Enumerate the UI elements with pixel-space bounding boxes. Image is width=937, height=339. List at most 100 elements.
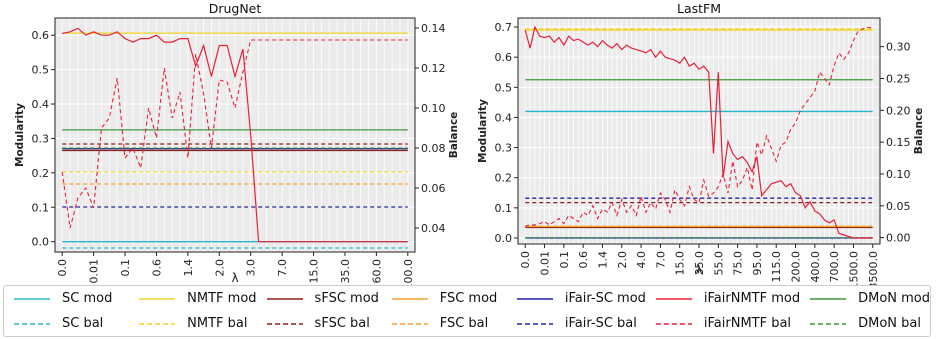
legend-label: iFair-SC bal bbox=[564, 316, 637, 331]
x-tick-label: 1.4 bbox=[182, 259, 195, 277]
legend-swatch bbox=[655, 297, 692, 300]
y-tick-label: 0.1 bbox=[495, 202, 513, 215]
x-tick-label: 0.0 bbox=[56, 259, 69, 277]
x-axis-label: λ bbox=[231, 271, 238, 285]
legend-item: sFSC bal bbox=[257, 311, 382, 336]
legend-label: NMTF bal bbox=[187, 316, 248, 331]
y-tick-label: 0.7 bbox=[495, 21, 513, 34]
legend-item: iFair-SC bal bbox=[507, 311, 646, 336]
figure: 0.0 0.1 0.2 0.3 0.4 0.5 0.6 0.04 0.06 0.08 0.10 0.1… bbox=[14, 1, 925, 285]
x-tick-label: 95.0 bbox=[751, 251, 764, 276]
x-tick-label: 200.0 bbox=[790, 251, 803, 283]
legend-item: iFair-SC mod bbox=[507, 286, 646, 311]
legend-swatch bbox=[266, 297, 303, 300]
legend-label: sFSC bal bbox=[314, 316, 370, 331]
legend-item: iFairNMTF bal bbox=[646, 311, 800, 336]
legend-label: iFairNMTF bal bbox=[703, 316, 792, 331]
x-tick-label: 3500.0 bbox=[867, 251, 880, 285]
y2-tick-label: 0.10 bbox=[421, 102, 446, 115]
y-tick-label: 0.4 bbox=[495, 111, 513, 124]
x-tick-label: 0.01 bbox=[88, 259, 101, 284]
y2-axis-label: Balance bbox=[913, 108, 925, 155]
y-tick-label: 0.2 bbox=[495, 172, 513, 185]
x-tick-label: 0.6 bbox=[151, 259, 164, 277]
x-tick-label: 1500.0 bbox=[848, 251, 861, 285]
legend-swatch bbox=[516, 322, 553, 325]
x-axis-label: λ bbox=[695, 263, 702, 277]
legend-item: sFSC mod bbox=[257, 286, 382, 311]
x-tick-label: 7.0 bbox=[654, 251, 667, 269]
y-tick-label: 0.2 bbox=[32, 167, 50, 180]
legend-swatch bbox=[810, 297, 847, 300]
y-axis-label: Modularity bbox=[477, 99, 489, 163]
legend-item: SC bal bbox=[4, 311, 129, 336]
legend-swatch bbox=[655, 322, 692, 325]
x-tick-label: 0.6 bbox=[577, 251, 590, 269]
series-ifairnmtf-mod bbox=[524, 25, 873, 239]
chart-0: 0.0 0.1 0.2 0.3 0.4 0.5 0.6 0.04 0.06 0.08 0.10 0.1… bbox=[14, 1, 460, 285]
legend-swatch bbox=[391, 322, 428, 325]
x-tick-label: 35.0 bbox=[339, 259, 352, 284]
series-ifairnmtf-bal bbox=[61, 39, 408, 229]
legend-swatch bbox=[266, 322, 303, 325]
legend-swatch bbox=[14, 322, 50, 325]
legend-item: FSC bal bbox=[382, 311, 507, 336]
legend-label: iFairNMTF mod bbox=[703, 291, 801, 306]
y-tick-label: 0.6 bbox=[495, 51, 513, 64]
legend-label: SC mod bbox=[62, 291, 113, 306]
x-tick-label: 700.0 bbox=[828, 251, 841, 283]
x-tick-label: 75.0 bbox=[732, 251, 745, 276]
y2-tick-label: 0.00 bbox=[886, 232, 911, 245]
legend-item: DMoN mod bbox=[800, 286, 930, 311]
x-tick-label: 0.1 bbox=[119, 259, 132, 277]
legend-label: NMTF mod bbox=[187, 291, 257, 306]
legend-label: sFSC mod bbox=[314, 291, 379, 306]
y-tick-label: 0.0 bbox=[495, 232, 513, 245]
x-tick-label: 0.1 bbox=[558, 251, 571, 269]
legend-item: SC mod bbox=[4, 286, 129, 311]
legend-swatch bbox=[139, 322, 176, 325]
legend-label: DMoN bal bbox=[858, 316, 921, 331]
x-tick-label: 15.0 bbox=[308, 259, 321, 284]
y-tick-label: 0.0 bbox=[32, 236, 50, 249]
legend-label: DMoN mod bbox=[858, 291, 930, 306]
y-tick-label: 0.3 bbox=[32, 132, 50, 145]
y2-axis-label: Balance bbox=[448, 112, 460, 159]
y2-tick-label: 0.06 bbox=[421, 182, 446, 195]
legend-grid: SC mod NMTF mod sFSC mod FSC mod iFair-SC mo… bbox=[4, 286, 930, 336]
y2-tick-label: 0.20 bbox=[886, 104, 911, 117]
series-ifairnmtf-mod bbox=[62, 27, 408, 243]
y-tick-label: 0.3 bbox=[495, 142, 513, 155]
y2-tick-label: 0.15 bbox=[886, 136, 911, 149]
x-tick-label: 7.0 bbox=[276, 259, 289, 277]
y-tick-label: 0.5 bbox=[495, 81, 513, 94]
legend-label: iFair-SC mod bbox=[564, 291, 646, 306]
legend-item: FSC mod bbox=[382, 286, 507, 311]
y-tick-label: 0.1 bbox=[32, 201, 50, 214]
x-tick-label: 400.0 bbox=[809, 251, 822, 283]
x-tick-label: 3.0 bbox=[245, 259, 258, 277]
y2-tick-label: 0.12 bbox=[421, 62, 446, 75]
y2-tick-label: 0.08 bbox=[421, 142, 446, 155]
legend-swatch bbox=[810, 322, 847, 325]
x-tick-label: 0.01 bbox=[539, 251, 552, 276]
x-tick-label: 115.0 bbox=[770, 251, 783, 283]
y2-tick-label: 0.05 bbox=[886, 200, 911, 213]
x-tick-label: 35.0 bbox=[693, 251, 706, 276]
legend-label: FSC mod bbox=[439, 291, 498, 306]
x-tick-label: 1.4 bbox=[597, 251, 610, 269]
chart-title: DrugNet bbox=[209, 1, 262, 16]
legend-item: NMTF mod bbox=[129, 286, 257, 311]
chart-1: 0.00.10.20.30.40.50.60.70.000.050.100.15… bbox=[477, 1, 925, 285]
x-tick-label: 15.0 bbox=[674, 251, 687, 276]
y-axis-label: Modularity bbox=[14, 103, 26, 167]
y2-tick-label: 0.10 bbox=[886, 168, 911, 181]
x-tick-label: 2.0 bbox=[616, 251, 629, 269]
x-tick-label: 100.0 bbox=[402, 259, 415, 285]
y2-tick-label: 0.14 bbox=[421, 22, 446, 35]
plot-frame bbox=[54, 17, 416, 253]
x-tick-label: 55.0 bbox=[712, 251, 725, 276]
legend-item: DMoN bal bbox=[800, 311, 930, 336]
x-tick-label: 0.0 bbox=[519, 251, 532, 269]
legend-label: FSC bal bbox=[439, 316, 489, 331]
